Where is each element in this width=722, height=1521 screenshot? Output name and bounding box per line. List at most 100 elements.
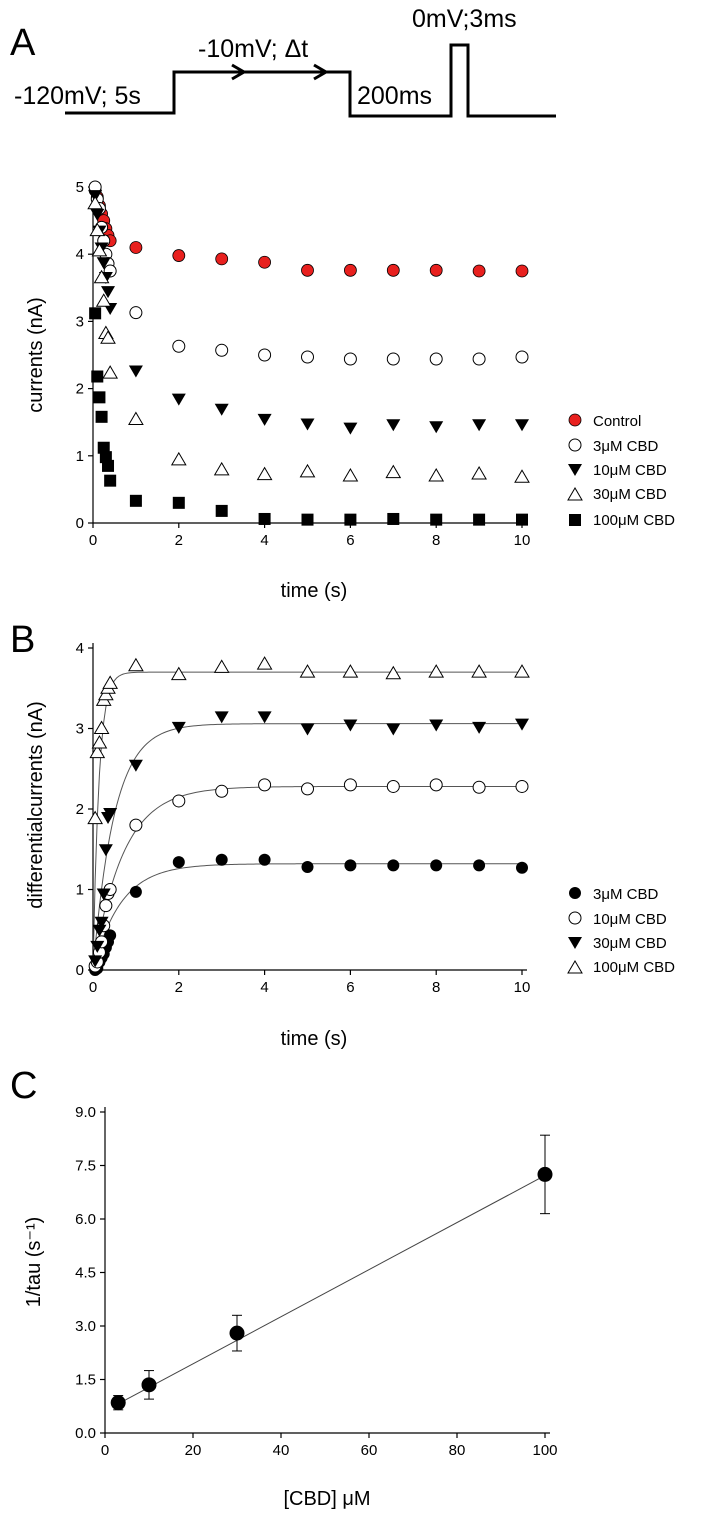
chart-b-xlabel: time (s) xyxy=(281,1028,348,1050)
legend-a-label-control: Control xyxy=(593,413,641,430)
panel-label-c: C xyxy=(10,1065,37,1107)
y-tick-label: 0.0 xyxy=(75,1425,96,1442)
data-point xyxy=(94,916,109,929)
chart-c-ylabel: 1/tau (s⁻¹) xyxy=(23,1217,45,1308)
legend-a-label-100um: 100μM CBD xyxy=(593,512,675,529)
y-tick-label: 2 xyxy=(76,381,84,398)
data-point xyxy=(472,352,486,366)
legend-a-marker-30um xyxy=(567,487,583,501)
data-point xyxy=(171,721,186,734)
data-point xyxy=(387,512,400,525)
data-point xyxy=(102,675,119,689)
data-point xyxy=(215,343,229,357)
data-point xyxy=(215,784,229,798)
protocol-hold-label: -120mV; 5s xyxy=(14,82,141,110)
data-point xyxy=(102,459,115,472)
legend-a: Control 3μM CBD 10μM CBD 30μM CBD 100μM … xyxy=(567,413,675,529)
x-tick-label: 4 xyxy=(260,532,268,549)
data-point xyxy=(387,859,400,872)
data-point xyxy=(215,504,228,517)
data-point xyxy=(429,719,444,732)
y-tick-label: 3 xyxy=(76,721,84,738)
data-point xyxy=(301,860,314,873)
legend-a-label-10um: 10μM CBD xyxy=(593,462,667,479)
data-point xyxy=(300,723,315,736)
data-point xyxy=(88,955,103,968)
data-point xyxy=(515,264,529,278)
data-point xyxy=(102,365,119,379)
data-point xyxy=(93,391,106,404)
fit-curve xyxy=(92,863,522,971)
x-tick-label: 10 xyxy=(514,979,531,996)
data-point xyxy=(170,451,187,466)
data-point xyxy=(299,463,316,478)
legend-b: 3μM CBD 10μM CBD 30μM CBD 100μM CBD xyxy=(567,886,675,976)
data-point xyxy=(97,441,110,454)
data-point xyxy=(87,810,104,825)
x-tick-label: 20 xyxy=(185,1442,202,1459)
data-point xyxy=(385,665,402,680)
data-point xyxy=(429,421,444,434)
data-point xyxy=(172,249,186,262)
data-point xyxy=(95,293,112,307)
fit-curve xyxy=(92,671,522,971)
data-point xyxy=(93,269,110,284)
data-point xyxy=(89,307,102,320)
data-point xyxy=(344,513,357,526)
data-point xyxy=(172,496,185,509)
protocol-arrow-2 xyxy=(313,63,329,81)
data-point xyxy=(299,664,316,678)
data-point xyxy=(96,257,111,270)
y-tick-label: 3 xyxy=(76,313,84,330)
data-point xyxy=(344,859,357,872)
x-tick-label: 80 xyxy=(449,1442,466,1459)
data-point xyxy=(429,778,443,792)
data-point xyxy=(386,352,400,366)
data-point xyxy=(430,859,443,872)
x-tick-label: 40 xyxy=(273,1442,290,1459)
x-tick-label: 6 xyxy=(346,532,354,549)
y-tick-label: 1.5 xyxy=(75,1372,96,1389)
data-point xyxy=(172,339,186,353)
data-point xyxy=(214,403,229,416)
data-point xyxy=(129,818,143,832)
x-tick-label: 6 xyxy=(346,979,354,996)
data-point xyxy=(514,469,530,483)
legend-a-label-3um: 3μM CBD xyxy=(593,438,658,455)
y-tick-label: 4.5 xyxy=(75,1265,96,1282)
data-point xyxy=(473,513,486,526)
data-point xyxy=(258,348,272,362)
y-tick-label: 3.0 xyxy=(75,1318,96,1335)
x-tick-label: 0 xyxy=(89,532,97,549)
protocol-test-label: 0mV;3ms xyxy=(412,5,517,33)
data-point xyxy=(257,413,272,426)
data-point xyxy=(89,744,106,759)
data-point xyxy=(89,222,106,237)
data-point xyxy=(103,808,118,821)
x-tick-label: 100 xyxy=(532,1442,557,1459)
chart-b: differentialcurrents (nA) time (s) 0 1 2 3 4… xyxy=(25,640,530,1050)
data-point xyxy=(258,512,271,525)
data-point xyxy=(172,794,186,808)
data-point xyxy=(104,474,117,487)
data-point xyxy=(129,885,142,898)
x-tick-label: 4 xyxy=(260,979,268,996)
data-point xyxy=(93,720,110,734)
legend-a-marker-100um xyxy=(569,514,581,526)
data-point xyxy=(91,734,108,749)
data-point xyxy=(429,263,443,277)
data-point xyxy=(128,411,144,426)
data-point xyxy=(516,513,528,526)
legend-b-marker-30um xyxy=(568,937,582,949)
fit-line xyxy=(117,1175,546,1405)
legend-b-marker-100um xyxy=(567,960,583,974)
chart-c-xlabel: [CBD] μM xyxy=(283,1488,370,1510)
data-point xyxy=(430,513,443,526)
legend-a-label-30um: 30μM CBD xyxy=(593,486,667,503)
data-point xyxy=(471,664,487,678)
y-tick-label: 0 xyxy=(76,515,84,532)
fit-curve xyxy=(92,785,522,971)
data-point xyxy=(90,940,105,953)
data-point xyxy=(385,464,402,479)
